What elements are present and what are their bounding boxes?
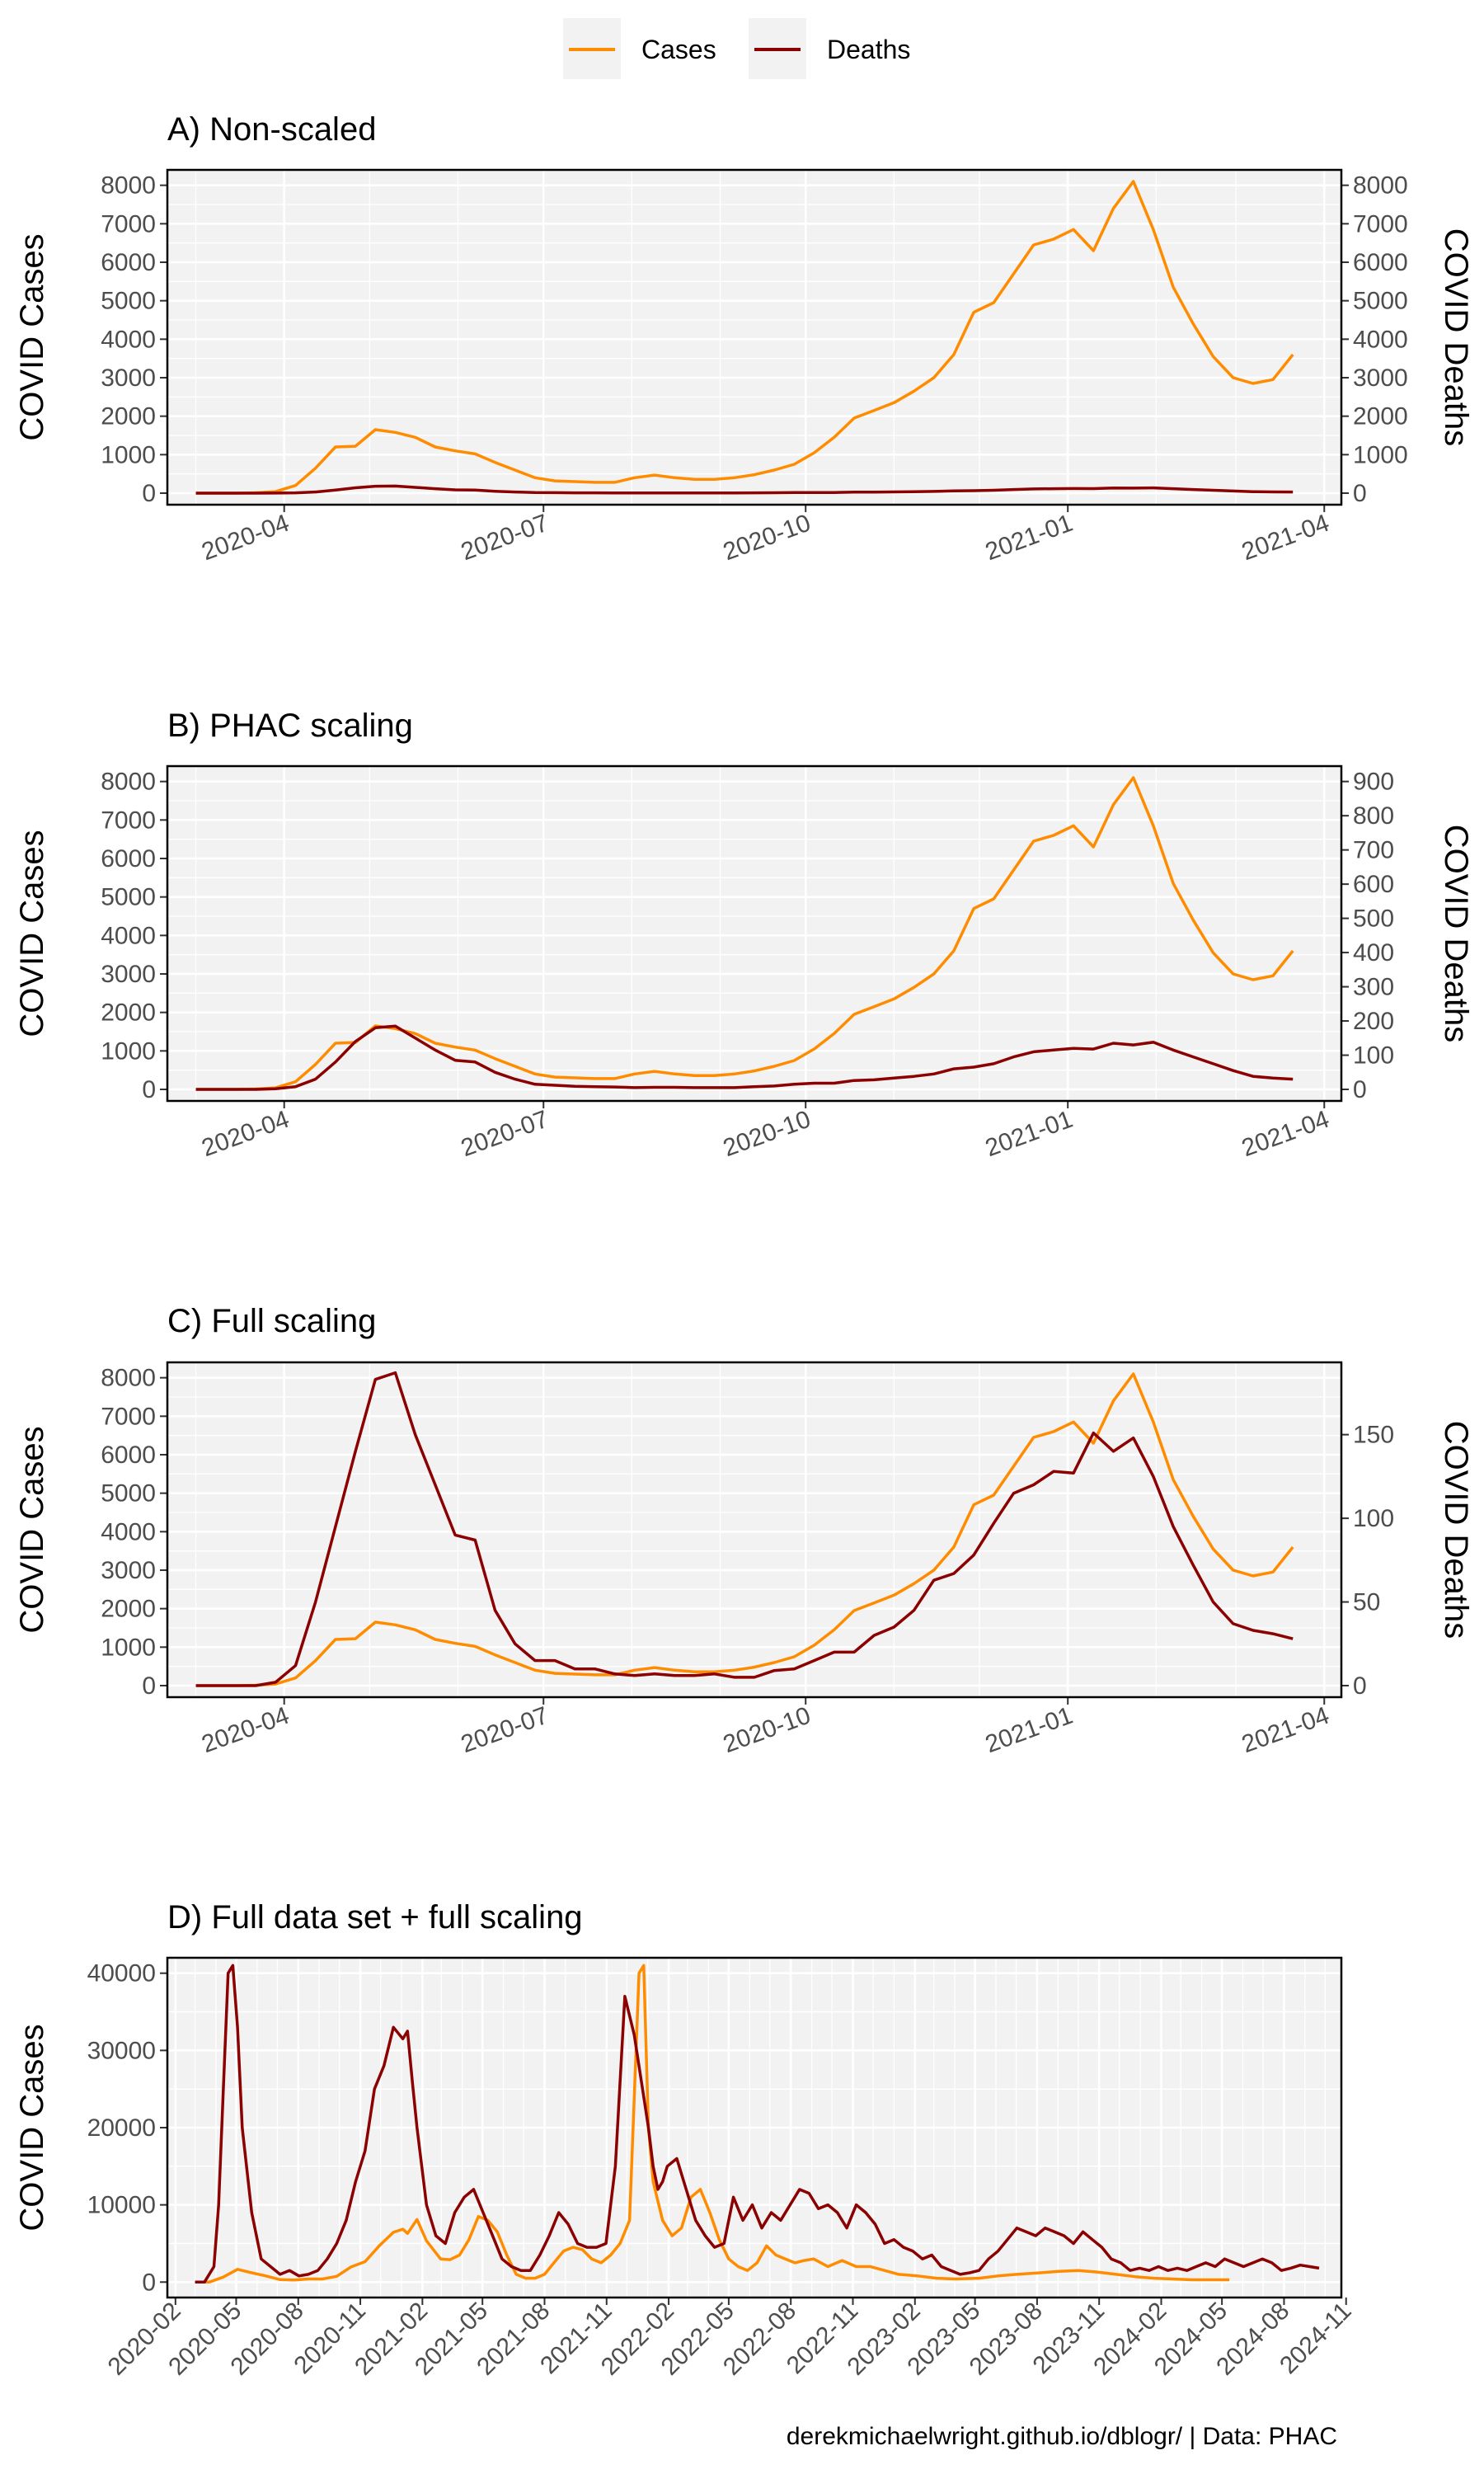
y-tick-label: 6000 [101, 845, 156, 872]
y-axis-title-left: COVID Cases [14, 2024, 50, 2231]
y-tick-label: 3000 [101, 1557, 156, 1584]
y-tick-label: 2000 [101, 403, 156, 430]
y-tick-label: 1000 [101, 1037, 156, 1065]
y2-tick-label: 500 [1353, 905, 1394, 933]
panel-a: A) Non-scaled COVID Cases COVID Deaths 0… [14, 111, 1474, 566]
y2-tick-label: 50 [1353, 1589, 1380, 1616]
legend-label-deaths: Deaths [827, 35, 910, 64]
y2-tick-label: 7000 [1353, 210, 1408, 238]
y2-tick-label: 0 [1353, 1672, 1367, 1700]
series-line-cases [195, 1964, 1230, 2284]
y-tick-label: 6000 [101, 249, 156, 276]
y-tick-label: 5000 [101, 884, 156, 911]
y-tick-label: 4000 [101, 326, 156, 353]
y-tick-label: 5000 [101, 1480, 156, 1507]
y-tick-label: 7000 [101, 210, 156, 238]
y2-tick-label: 100 [1353, 1505, 1394, 1532]
y2-tick-label: 800 [1353, 802, 1394, 830]
panel-b: B) PHAC scaling COVID Cases COVID Deaths… [14, 708, 1474, 1162]
plot-border [166, 168, 1343, 506]
series-line-deaths [195, 1371, 1294, 1687]
series-line-deaths [195, 484, 1294, 495]
y2-tick-label: 300 [1353, 974, 1394, 1001]
caption: derekmichaelwright.github.io/dblogr/ | D… [787, 2423, 1337, 2450]
y2-tick-label: 100 [1353, 1042, 1394, 1070]
y-tick-label: 1000 [101, 1634, 156, 1661]
y2-tick-label: 150 [1353, 1422, 1394, 1449]
y2-tick-label: 700 [1353, 837, 1394, 864]
legend: Cases Deaths [563, 18, 910, 79]
y-tick-label: 3000 [101, 365, 156, 392]
y2-tick-label: 600 [1353, 871, 1394, 898]
y-tick-label: 8000 [101, 769, 156, 796]
panel-c: C) Full scaling COVID Cases COVID Deaths… [14, 1303, 1474, 1758]
y-tick-label: 3000 [101, 961, 156, 988]
y2-tick-label: 5000 [1353, 288, 1408, 315]
y-tick-label: 1000 [101, 441, 156, 468]
y2-tick-label: 3000 [1353, 365, 1408, 392]
y2-tick-label: 2000 [1353, 403, 1408, 430]
y-tick-label: 30000 [87, 2037, 156, 2064]
y-axis-title-left: COVID Cases [14, 233, 50, 440]
y-axis-title-right: COVID Deaths [1438, 1421, 1474, 1639]
plot-background [167, 170, 1341, 505]
y-tick-label: 7000 [101, 1403, 156, 1430]
y2-tick-label: 0 [1353, 1076, 1367, 1103]
panel-d: D) Full data set + full scaling COVID Ca… [14, 1899, 1357, 2381]
y-axis-title-left: COVID Cases [14, 830, 50, 1037]
series-line-deaths [195, 1964, 1320, 2284]
y-axis-title-left: COVID Cases [14, 1426, 50, 1633]
series-line-cases [195, 180, 1294, 495]
legend-label-cases: Cases [641, 35, 716, 64]
panel-title: A) Non-scaled [167, 111, 376, 148]
y-tick-label: 2000 [101, 1596, 156, 1623]
y-axis-title-right: COVID Deaths [1438, 228, 1474, 447]
y2-tick-label: 1000 [1353, 441, 1408, 468]
y-tick-label: 8000 [101, 1365, 156, 1392]
panel-title: B) PHAC scaling [167, 708, 413, 744]
y2-tick-label: 6000 [1353, 249, 1408, 276]
y-tick-label: 0 [142, 2269, 156, 2296]
panel-title: D) Full data set + full scaling [167, 1899, 583, 1935]
series-line-cases [195, 1372, 1294, 1687]
y-tick-label: 4000 [101, 922, 156, 949]
y2-tick-label: 4000 [1353, 326, 1408, 353]
y-tick-label: 7000 [101, 807, 156, 834]
y-tick-label: 2000 [101, 999, 156, 1027]
series-line-deaths [195, 1024, 1294, 1091]
plot-background [167, 766, 1341, 1101]
plot-background [167, 1362, 1341, 1697]
y2-tick-label: 8000 [1353, 172, 1408, 200]
y2-tick-label: 400 [1353, 939, 1394, 967]
y-tick-label: 4000 [101, 1518, 156, 1545]
plot-border [166, 764, 1343, 1103]
y-tick-label: 5000 [101, 288, 156, 315]
y-tick-label: 0 [142, 1672, 156, 1700]
y-tick-label: 0 [142, 480, 156, 507]
y-tick-label: 6000 [101, 1442, 156, 1469]
y-tick-label: 0 [142, 1076, 156, 1103]
plot-border [166, 1956, 1343, 2299]
y-axis-title-right: COVID Deaths [1438, 825, 1474, 1043]
y-tick-label: 40000 [87, 1960, 156, 1987]
plot-border [166, 1361, 1343, 1699]
y2-tick-label: 0 [1353, 480, 1367, 507]
y-tick-label: 8000 [101, 172, 156, 200]
y2-tick-label: 200 [1353, 1008, 1394, 1035]
y-tick-label: 10000 [87, 2192, 156, 2219]
y-tick-label: 20000 [87, 2114, 156, 2142]
panel-title: C) Full scaling [167, 1303, 376, 1339]
y2-tick-label: 900 [1353, 769, 1394, 796]
